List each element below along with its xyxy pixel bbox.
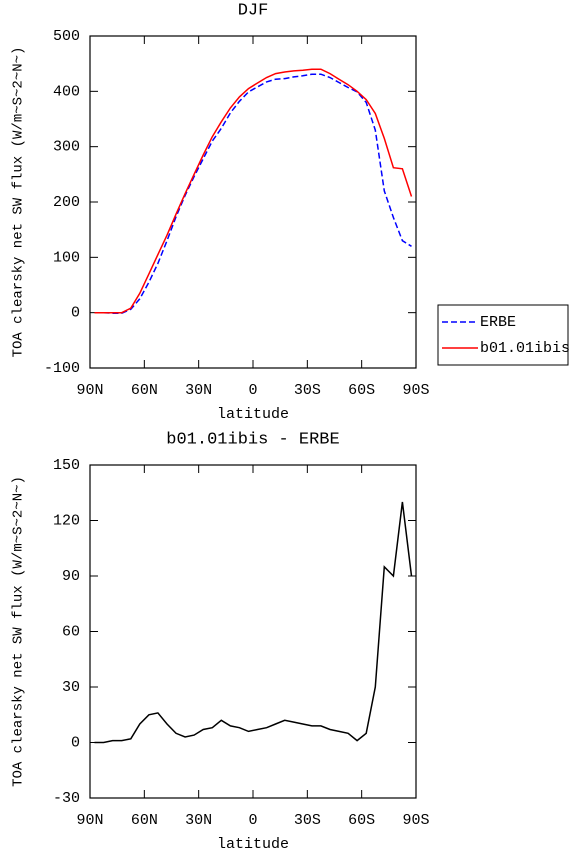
x-tick-label: 90S bbox=[402, 812, 429, 829]
x-axis-label: latitude bbox=[217, 836, 289, 851]
y-tick-label: -100 bbox=[44, 360, 80, 377]
x-tick-label: 30N bbox=[185, 382, 212, 399]
x-tick-label: 60N bbox=[131, 382, 158, 399]
x-tick-label: 0 bbox=[248, 812, 257, 829]
y-tick-label: 90 bbox=[62, 568, 80, 585]
y-axis-label: TOA clearsky net SW flux (W/m~S~2~N~) bbox=[11, 47, 27, 358]
x-tick-label: 60S bbox=[348, 812, 375, 829]
x-tick-label: 0 bbox=[248, 382, 257, 399]
x-tick-label: 30S bbox=[294, 812, 321, 829]
plot-frame bbox=[89, 464, 417, 799]
y-tick-label: 0 bbox=[71, 305, 80, 322]
y-tick-label: 400 bbox=[53, 83, 80, 100]
y-tick-label: 500 bbox=[53, 28, 80, 45]
x-tick-label: 60S bbox=[348, 382, 375, 399]
x-tick-label: 30N bbox=[185, 812, 212, 829]
x-tick-label: 90S bbox=[402, 382, 429, 399]
chart-title: b01.01ibis - ERBE bbox=[166, 430, 339, 449]
data-line bbox=[94, 68, 413, 314]
data-line bbox=[94, 501, 413, 744]
x-axis-label: latitude bbox=[217, 406, 289, 423]
y-tick-label: 200 bbox=[53, 194, 80, 211]
legend-label: ERBE bbox=[480, 314, 516, 331]
y-tick-label: 0 bbox=[71, 734, 80, 751]
y-tick-label: 300 bbox=[53, 139, 80, 156]
legend-box bbox=[437, 304, 569, 366]
y-axis-label: TOA clearsky net SW flux (W/m~S~2~N~) bbox=[11, 476, 27, 787]
y-tick-label: 100 bbox=[53, 249, 80, 266]
x-tick-label: 60N bbox=[131, 812, 158, 829]
legend-label: b01.01ibis bbox=[480, 340, 570, 357]
x-tick-label: 90N bbox=[76, 382, 103, 399]
y-tick-label: 60 bbox=[62, 623, 80, 640]
y-tick-label: 150 bbox=[53, 457, 80, 474]
y-tick-label: 30 bbox=[62, 679, 80, 696]
chart-title: DJF bbox=[238, 1, 269, 20]
y-tick-label: -30 bbox=[53, 790, 80, 807]
x-tick-label: 30S bbox=[294, 382, 321, 399]
x-tick-label: 90N bbox=[76, 812, 103, 829]
y-tick-label: 120 bbox=[53, 512, 80, 529]
data-line bbox=[94, 73, 412, 314]
